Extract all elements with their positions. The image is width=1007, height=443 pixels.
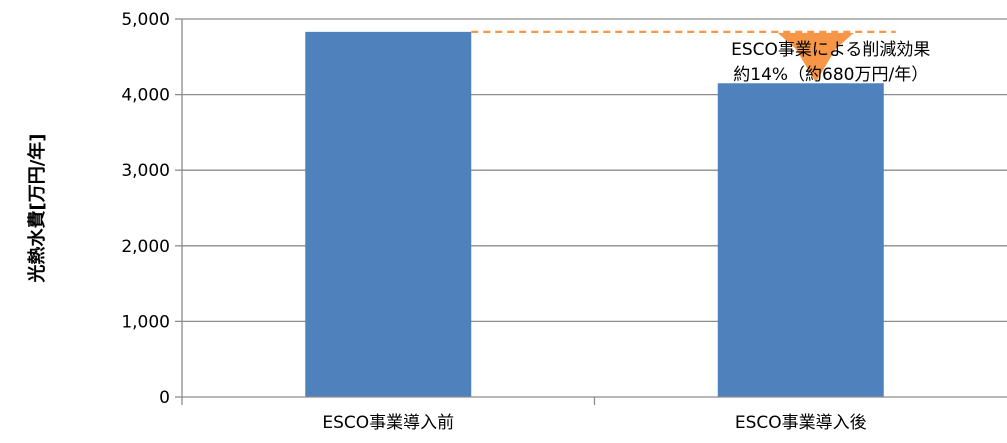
annotation-line-2: 約14%（約680万円/年） bbox=[733, 65, 928, 85]
y-tick-label: 5,000 bbox=[121, 10, 170, 30]
labels: 0 1,000 2,000 3,000 4,000 5,000 ESCO事業導入前 ESCO事… bbox=[26, 10, 867, 433]
y-tick-label: 2,000 bbox=[121, 237, 170, 257]
bar-after bbox=[717, 83, 884, 397]
y-tick-label: 4,000 bbox=[121, 86, 170, 106]
y-axis-title: 光熱水費[万円/年] bbox=[26, 133, 48, 283]
y-tick-label: 0 bbox=[159, 388, 170, 408]
bar-before bbox=[305, 31, 472, 398]
x-category-label: ESCO事業導入後 bbox=[735, 413, 867, 433]
axes bbox=[175, 18, 1007, 405]
reduction-arrow bbox=[777, 32, 854, 83]
x-category-label: ESCO事業導入前 bbox=[322, 413, 454, 433]
bars bbox=[305, 31, 884, 398]
annotation-line-1: ESCO事業による削減効果 bbox=[731, 40, 930, 60]
y-tick-label: 1,000 bbox=[121, 312, 170, 332]
y-tick-label: 3,000 bbox=[121, 161, 170, 181]
